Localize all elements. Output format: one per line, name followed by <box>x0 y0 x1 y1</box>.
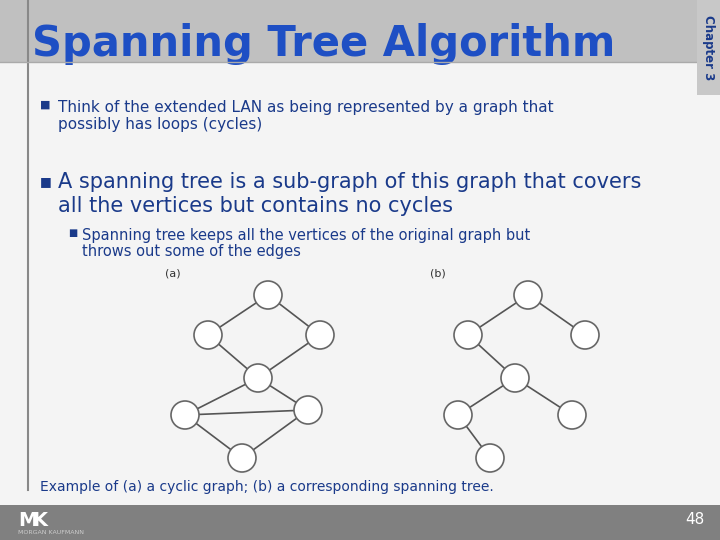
Text: Spanning tree keeps all the vertices of the original graph but: Spanning tree keeps all the vertices of … <box>82 228 530 243</box>
Text: ■: ■ <box>68 228 77 238</box>
Text: ■: ■ <box>40 100 50 110</box>
Text: M: M <box>18 510 37 530</box>
Text: A spanning tree is a sub-graph of this graph that covers: A spanning tree is a sub-graph of this g… <box>58 172 642 192</box>
Circle shape <box>228 444 256 472</box>
Text: possibly has loops (cycles): possibly has loops (cycles) <box>58 117 262 132</box>
Text: Spanning Tree Algorithm: Spanning Tree Algorithm <box>32 23 616 65</box>
Circle shape <box>514 281 542 309</box>
Circle shape <box>571 321 599 349</box>
Circle shape <box>558 401 586 429</box>
Text: 48: 48 <box>685 512 705 528</box>
Text: (b): (b) <box>430 268 446 278</box>
Circle shape <box>194 321 222 349</box>
Text: MORGAN KAUFMANN: MORGAN KAUFMANN <box>18 530 84 535</box>
Text: Chapter 3: Chapter 3 <box>701 15 714 80</box>
FancyBboxPatch shape <box>0 0 720 62</box>
Text: (a): (a) <box>165 268 181 278</box>
Circle shape <box>306 321 334 349</box>
Circle shape <box>244 364 272 392</box>
Circle shape <box>294 396 322 424</box>
Circle shape <box>171 401 199 429</box>
Text: throws out some of the edges: throws out some of the edges <box>82 244 301 259</box>
Circle shape <box>501 364 529 392</box>
Text: K: K <box>32 510 47 530</box>
Circle shape <box>444 401 472 429</box>
Circle shape <box>454 321 482 349</box>
Circle shape <box>476 444 504 472</box>
Text: ■: ■ <box>40 175 52 188</box>
Circle shape <box>254 281 282 309</box>
Text: Think of the extended LAN as being represented by a graph that: Think of the extended LAN as being repre… <box>58 100 554 115</box>
Text: Example of (a) a cyclic graph; (b) a corresponding spanning tree.: Example of (a) a cyclic graph; (b) a cor… <box>40 480 494 494</box>
FancyBboxPatch shape <box>0 505 720 540</box>
Text: all the vertices but contains no cycles: all the vertices but contains no cycles <box>58 196 453 216</box>
FancyBboxPatch shape <box>697 0 720 95</box>
